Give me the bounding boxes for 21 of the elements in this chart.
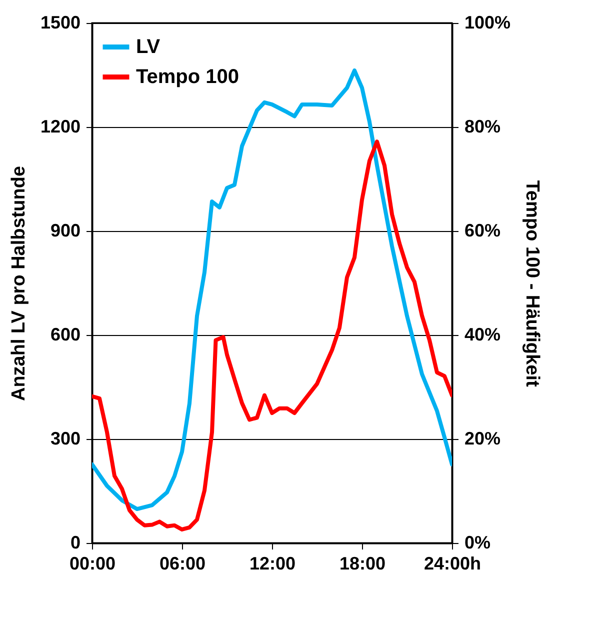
y2-tick-label: 40% (464, 324, 501, 344)
y-tick-label: 900 (50, 220, 80, 240)
y2-tick-label: 60% (464, 220, 501, 240)
legend-label: LV (136, 36, 161, 58)
x-tick-label: 24:00h (424, 554, 482, 574)
y-axis-title: Anzahl LV pro Halbstunde (8, 166, 30, 402)
x-tick-label: 06:00 (159, 554, 206, 574)
y-tick-label: 0 (70, 532, 80, 552)
y-tick-label: 1500 (40, 12, 80, 32)
x-tick-label: 00:00 (69, 554, 116, 574)
legend-label: Tempo 100 (136, 66, 239, 88)
x-tick-label: 18:00 (339, 554, 386, 574)
y2-tick-label: 100% (464, 12, 511, 32)
y2-tick-label: 20% (464, 428, 501, 448)
y2-tick-label: 0% (464, 532, 491, 552)
y2-tick-label: 80% (464, 116, 501, 136)
y-tick-label: 1200 (40, 116, 80, 136)
x-tick-label: 12:00 (249, 554, 296, 574)
y-tick-label: 300 (50, 428, 80, 448)
y-tick-label: 600 (50, 324, 80, 344)
y2-axis-title: Tempo 100 - Häufigkeit (522, 180, 543, 388)
